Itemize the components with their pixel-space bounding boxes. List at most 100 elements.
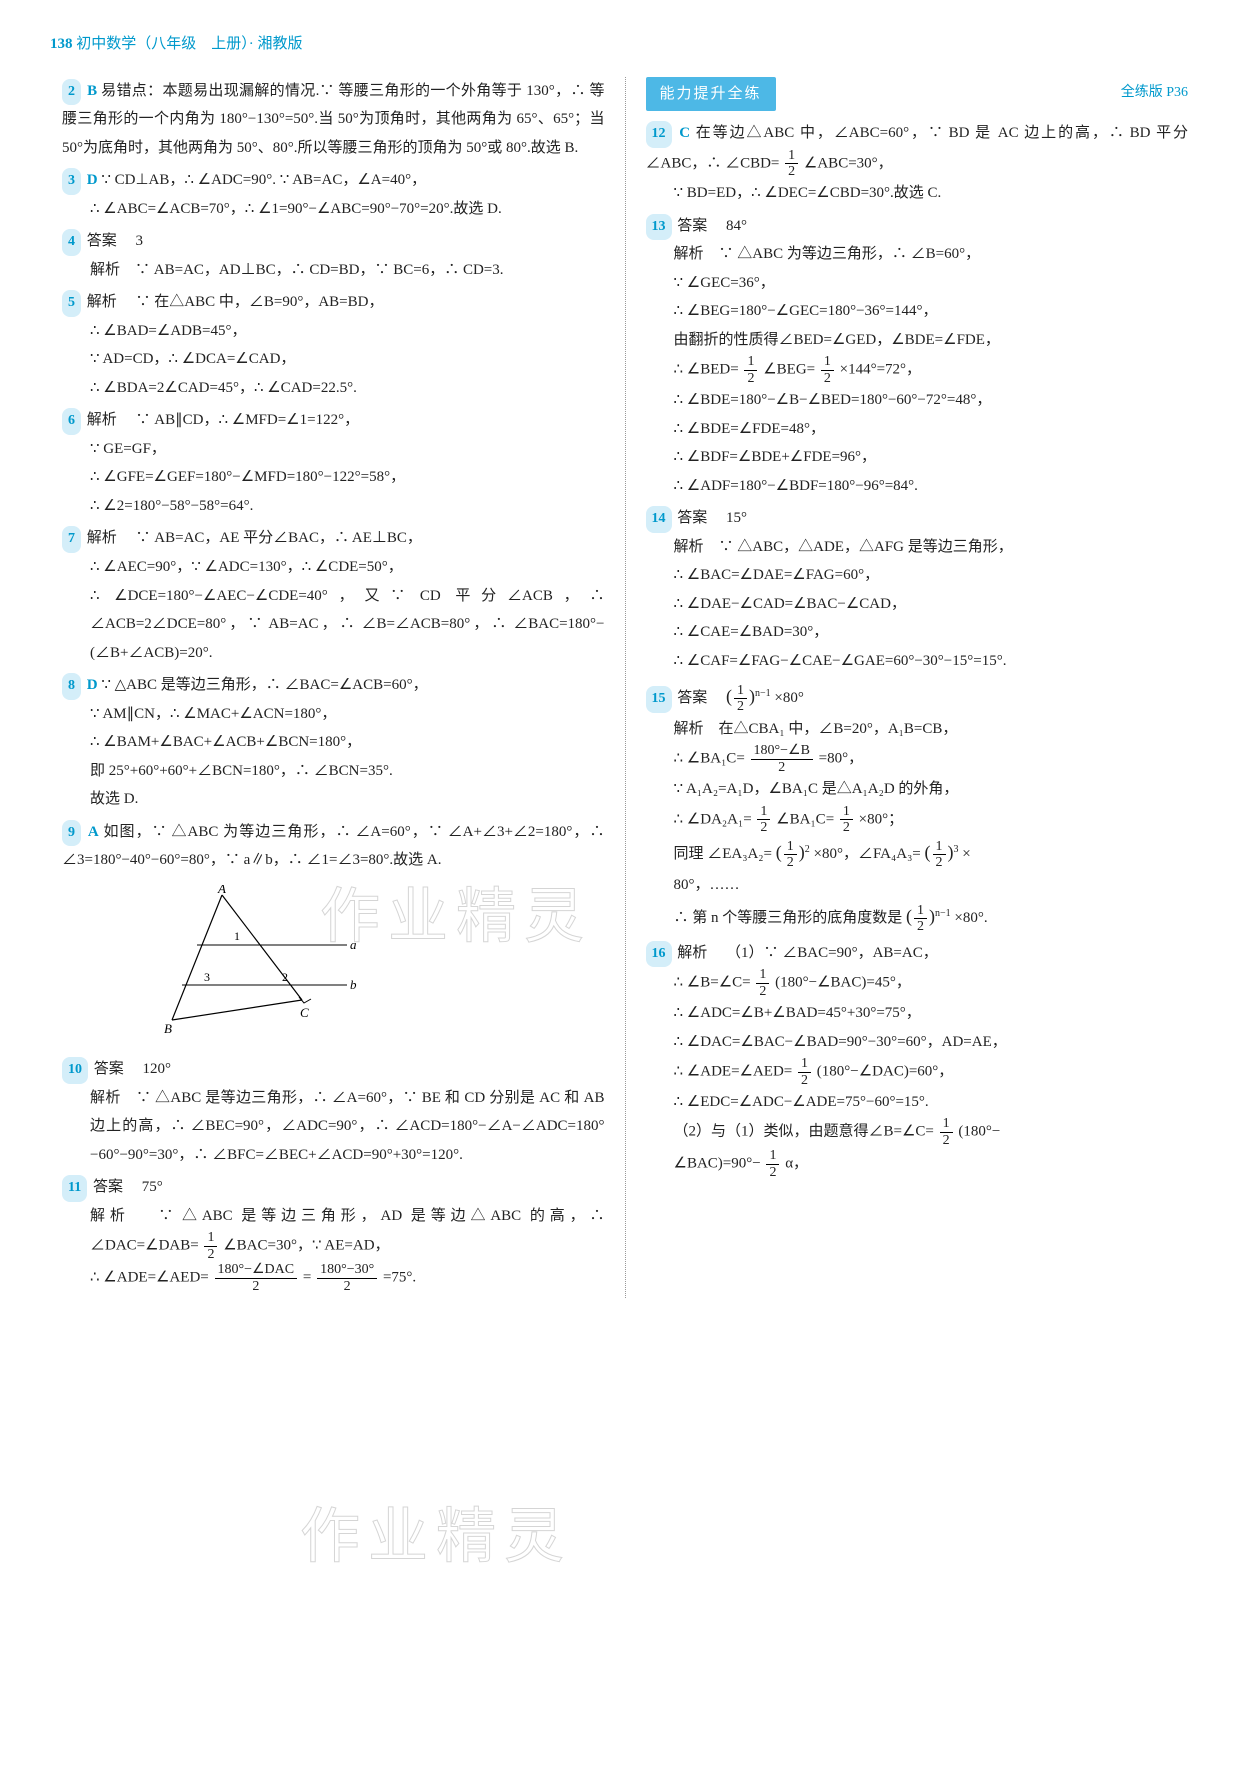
fraction: 12 (821, 354, 834, 386)
svg-text:A: A (217, 885, 226, 896)
qnum: 4 (62, 229, 81, 256)
text: (180°− (958, 1124, 1000, 1140)
text: ∴ ∠ADF=180°−∠BDF=180°−96°=84°. (646, 472, 1189, 501)
text: ∵ ∠GEC=36°， (646, 269, 1189, 298)
question-3: 3 D ∵ CD⊥AB，∴ ∠ADC=90°. ∵ AB=AC，∠A=40°， … (62, 166, 605, 223)
question-12: 12 C 在等边△ABC 中，∠ABC=60°，∵ BD 是 AC 边上的高，∴… (646, 119, 1189, 208)
fraction: 12 (940, 1116, 953, 1148)
answer-letter: B (87, 83, 97, 99)
qnum: 10 (62, 1057, 88, 1084)
question-7: 7 解析 ∵ AB=AC，AE 平分∠BAC，∴ AE⊥BC， ∴ ∠AEC=9… (62, 524, 605, 667)
answer: 120° (143, 1061, 172, 1077)
answer: 3 (136, 233, 144, 249)
answer: 75° (142, 1179, 163, 1195)
text: 即 25°+60°+60°+∠BCN=180°，∴ ∠BCN=35°. (62, 757, 605, 786)
text: ∵ AB=AC，AE 平分∠BAC，∴ AE⊥BC， (136, 530, 422, 546)
qnum: 16 (646, 941, 672, 968)
text: ∴ ∠BED= (674, 362, 739, 378)
svg-text:C: C (300, 1005, 309, 1020)
qnum: 6 (62, 408, 81, 435)
text: 易错点：本题易出现漏解的情况.∵ 等腰三角形的一个外角等于 130°，∴ 等腰三… (62, 83, 605, 156)
text: ∠BEG= (763, 362, 815, 378)
fraction: 12 (744, 354, 757, 386)
text: ∵ △ABC 为等边三角形，∴ ∠B=60°， (719, 246, 981, 262)
qnum: 7 (62, 526, 81, 553)
jiexi-label: 解析 (90, 1090, 121, 1106)
fraction: 12 (914, 903, 927, 935)
text: ∵ CD⊥AB，∴ ∠ADC=90°. ∵ AB=AC，∠A=40°， (101, 172, 426, 188)
text: ∠ABC=30°， (804, 155, 893, 171)
text: ∴ ∠DA₂A₁= (674, 811, 752, 827)
fraction: 180°−∠DAC2 (215, 1262, 298, 1294)
watermark: 作业精灵 (300, 1480, 572, 1594)
jiexi-label: 解析 (87, 412, 117, 428)
jiexi-label: 解析 (87, 294, 117, 310)
qnum: 12 (646, 121, 672, 148)
text: ×80°； (859, 811, 903, 827)
text: 由翻折的性质得∠BED=∠GED，∠BDE=∠FDE， (646, 326, 1189, 355)
answer-label: 答案 (677, 690, 707, 706)
section-header: 能力提升全练 全练版 P36 (646, 77, 1189, 112)
text: 故选 D. (62, 785, 605, 814)
question-8: 8 D ∵ △ABC 是等边三角形，∴ ∠BAC=∠ACB=60°， ∵ AM∥… (62, 671, 605, 814)
text: ∵ △ABC 是等边三角形，∴ ∠BAC=∠ACB=60°， (101, 677, 427, 693)
text: ∴ ∠DAC=∠BAC−∠BAD=90°−30°=60°，AD=AE， (646, 1028, 1189, 1057)
qnum: 5 (62, 290, 81, 317)
qnum: 8 (62, 673, 81, 700)
jiexi-label: 解析 (674, 246, 704, 262)
text: ∵ △ABC 是等边三角形，∴ ∠A=60°，∵ BE 和 CD 分别是 AC … (90, 1090, 605, 1163)
svg-text:B: B (164, 1021, 172, 1035)
jiexi-label: 解析 (87, 530, 117, 546)
right-column: 能力提升全练 全练版 P36 12 C 在等边△ABC 中，∠ABC=60°，∵… (626, 77, 1201, 1299)
text: ∵ △ABC，△ADE，△AFG 是等边三角形， (719, 539, 1013, 555)
answer: ×80° (774, 690, 803, 706)
text: ∴ ∠ADC=∠B+∠BAD=45°+30°=75°， (646, 999, 1189, 1028)
page-header: 138 初中数学（八年级 上册）· 湘教版 (50, 30, 1200, 59)
fraction: 12 (204, 1230, 217, 1262)
text: ×80°. (954, 910, 987, 926)
jiexi-label: 解析 (90, 1208, 130, 1224)
answer: 15° (726, 510, 747, 526)
text: α， (785, 1156, 808, 1172)
svg-text:1: 1 (234, 929, 240, 943)
section-page-ref: 全练版 P36 (1121, 80, 1188, 107)
fraction: 180°−∠B2 (751, 743, 813, 775)
svg-text:3: 3 (204, 970, 210, 984)
text: ∠BA₁C= (776, 811, 834, 827)
text: ∴ ∠CAE=∠BAD=30°， (646, 618, 1189, 647)
svg-text:2: 2 (282, 970, 288, 984)
fraction: 12 (840, 804, 853, 836)
fraction: 12 (734, 683, 747, 715)
jiexi-label: 解析 (674, 539, 704, 555)
text: ∵ AM∥CN，∴ ∠MAC+∠ACN=180°， (62, 700, 605, 729)
svg-text:b: b (350, 977, 357, 992)
text: 80°，…… (646, 871, 1189, 900)
text: (180°−∠DAC)=60°， (817, 1063, 954, 1079)
text: =75°. (383, 1270, 416, 1286)
text: ∴ ∠BDE=180°−∠B−∠BED=180°−60°−72°=48°， (646, 386, 1189, 415)
question-9: 9 A 如图，∵ △ABC 为等边三角形，∴ ∠A=60°，∵ ∠A+∠3+∠2… (62, 818, 605, 875)
qnum: 14 (646, 506, 672, 533)
text: ∵ GE=GF， (62, 435, 605, 464)
text: × (962, 846, 970, 862)
qnum: 11 (62, 1175, 87, 1202)
text: ∵ BD=ED，∴ ∠DEC=∠CBD=30°.故选 C. (646, 179, 1189, 208)
text: ∴ ∠BA₁C= (674, 751, 745, 767)
fraction: 12 (784, 839, 797, 871)
text: ∴ ∠CAF=∠FAG−∠CAE−∠GAE=60°−30°−15°=15°. (646, 647, 1189, 676)
triangle-figure: A B C a b 1 2 3 (142, 885, 605, 1046)
answer-label: 答案 (677, 218, 707, 234)
text: ∴ ∠BDF=∠BDE+∠FDE=96°， (646, 443, 1189, 472)
text: （1）∵ ∠BAC=90°，AB=AC， (726, 945, 938, 961)
answer: 84° (726, 218, 747, 234)
text: ∴ ∠BAM+∠BAC+∠ACB+∠BCN=180°， (62, 728, 605, 757)
fraction: 12 (756, 967, 769, 999)
question-2: 2 B 易错点：本题易出现漏解的情况.∵ 等腰三角形的一个外角等于 130°，∴… (62, 77, 605, 163)
text: ∴ ∠GFE=∠GEF=180°−∠MFD=180°−122°=58°， (62, 463, 605, 492)
svg-text:a: a (350, 937, 357, 952)
fraction: 180°−30°2 (317, 1262, 377, 1294)
jiexi-label: 解析 (674, 721, 704, 737)
fraction: 12 (757, 804, 770, 836)
text: ∵ A₁A₂=A₁D，∠BA₁C 是△A₁A₂D 的外角， (646, 775, 1189, 804)
fraction: 12 (785, 148, 798, 180)
